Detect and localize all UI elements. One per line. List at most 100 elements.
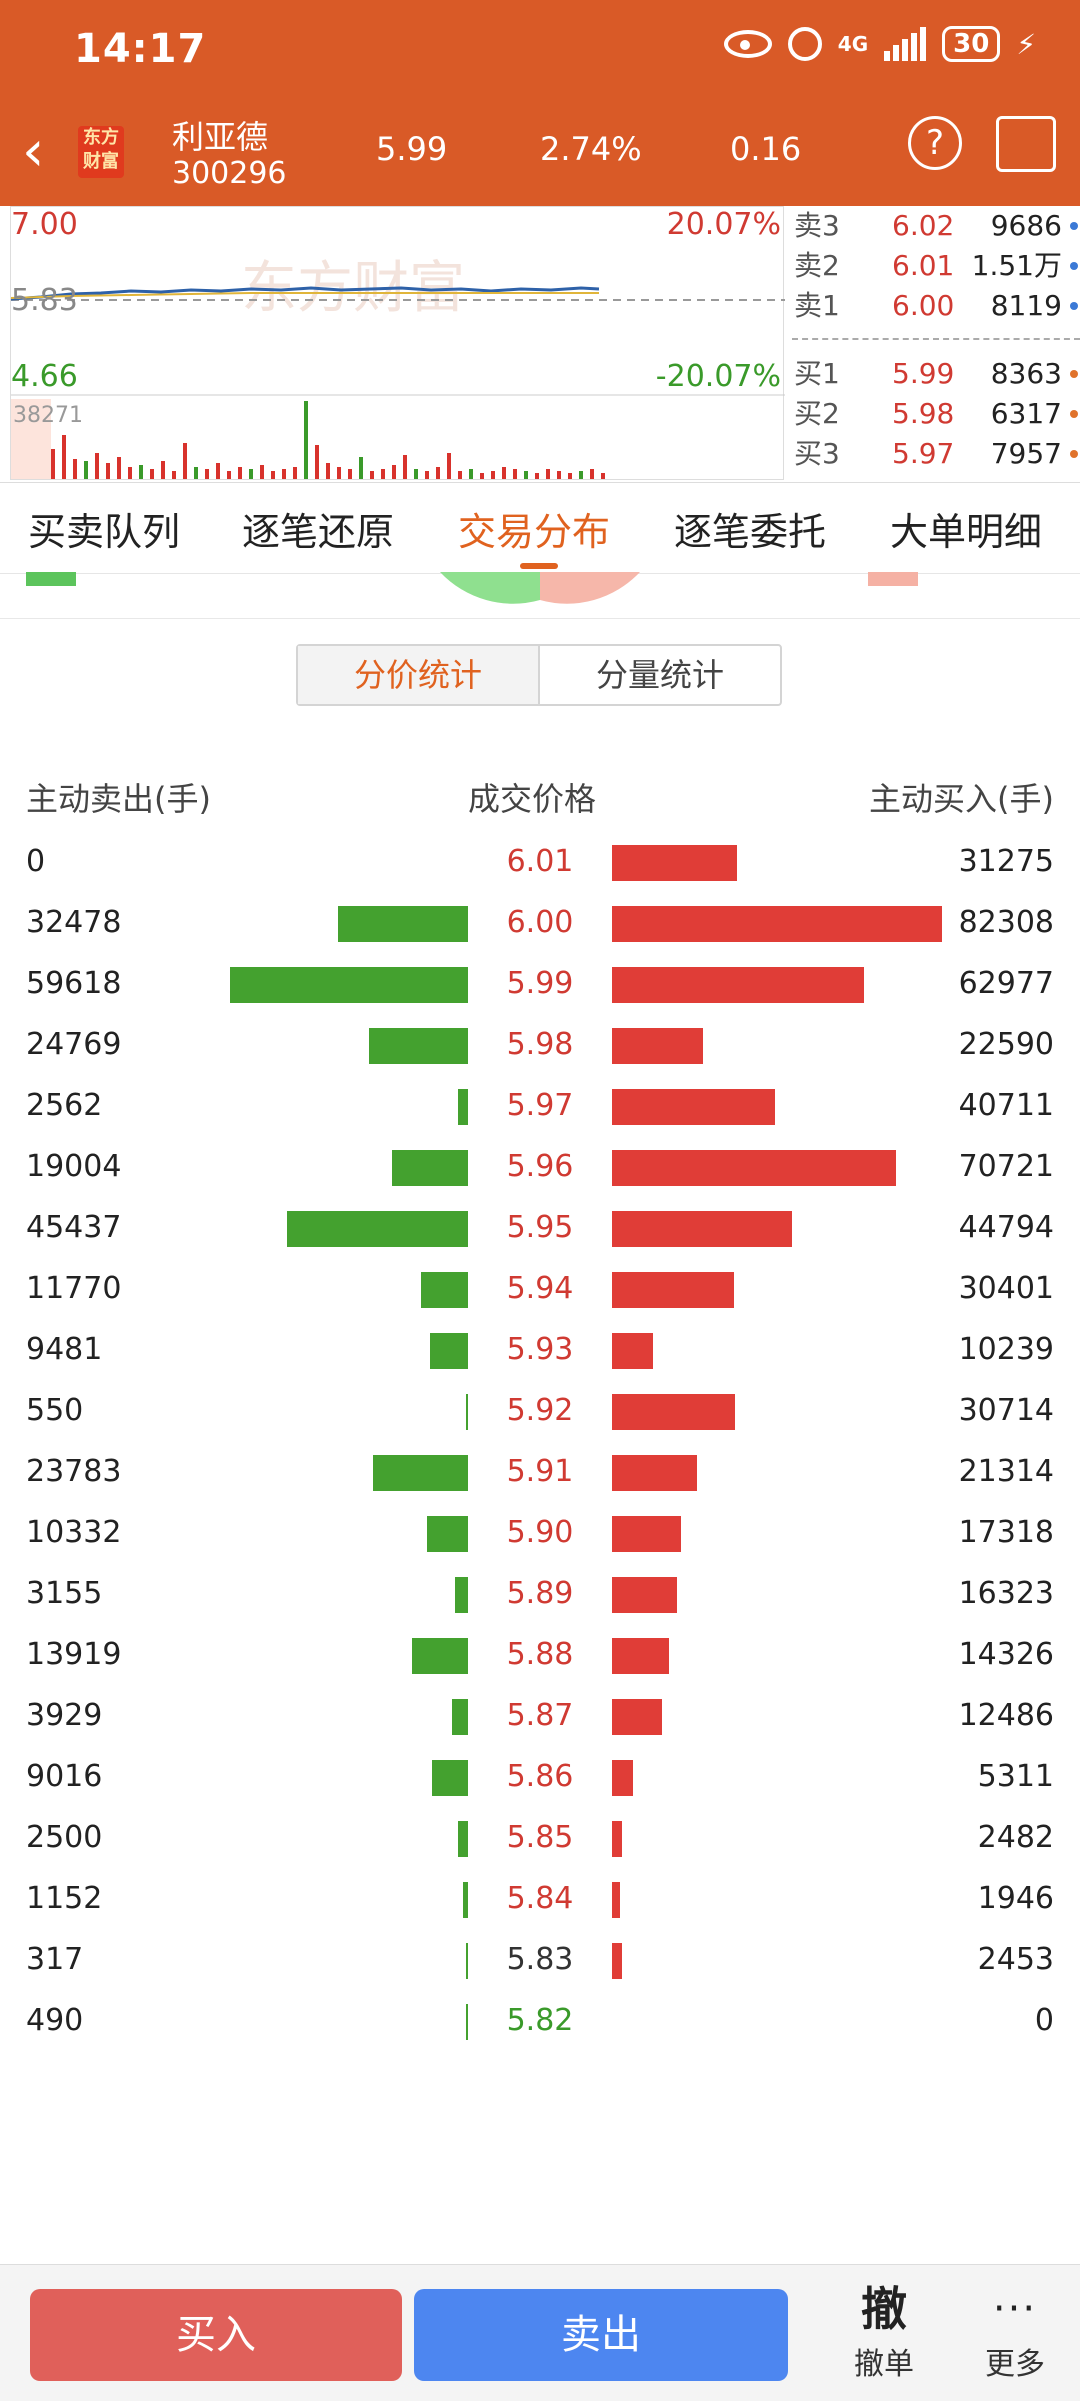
ask-label: 卖3	[794, 209, 840, 242]
stock-change: 0.16	[730, 130, 802, 168]
sell-bar	[458, 1821, 468, 1857]
bid-volume: 8363	[990, 357, 1062, 390]
volume-bar	[590, 469, 594, 479]
table-row: 9481 5.93 10239	[0, 1320, 1080, 1381]
sell-bar	[432, 1760, 468, 1796]
segment-by-price[interactable]: 分价统计	[298, 646, 540, 704]
chart-mid: 5.83	[11, 283, 78, 318]
table-row: 490 5.82 0	[0, 1991, 1080, 2052]
buy-bar	[612, 1394, 735, 1430]
cancel-order-button[interactable]: 撤 撤单	[838, 2279, 930, 2383]
sell-bar	[392, 1150, 468, 1186]
volume-bar	[601, 473, 605, 479]
orderbook-divider	[792, 338, 1080, 340]
table-row: 32478 6.00 82308	[0, 893, 1080, 954]
help-icon[interactable]: ?	[908, 116, 962, 170]
trade-price: 5.95	[506, 1210, 574, 1245]
buy-volume: 2453	[977, 1942, 1054, 1977]
status-icons: 4G 30 ⚡	[723, 26, 1036, 62]
volume-bar	[128, 467, 132, 479]
sell-volume: 0	[26, 844, 46, 879]
chart-high: 7.00	[11, 207, 78, 242]
more-icon: ···	[992, 2286, 1038, 2332]
ask-volume: 8119	[990, 289, 1062, 322]
buy-bar	[612, 1577, 677, 1613]
chart-high-pct: 20.07%	[666, 207, 781, 242]
sell-volume: 45437	[26, 1210, 122, 1245]
stock-price: 5.99	[376, 130, 448, 168]
sell-volume: 490	[26, 2003, 84, 2038]
buy-volume: 14326	[958, 1637, 1054, 1672]
sell-bar	[466, 2004, 468, 2040]
table-row: 0 6.01 31275	[0, 832, 1080, 893]
trade-price: 6.01	[506, 844, 574, 879]
battery-level: 30	[942, 26, 1001, 62]
tab-trade-distribution[interactable]: 交易分布	[458, 510, 611, 554]
volume-bar	[425, 471, 429, 479]
order-book[interactable]: 卖3 6.02 9686 卖2 6.01 1.51万 卖1 6.00 8119 …	[792, 206, 1080, 482]
tab-tick-restore[interactable]: 逐笔还原	[242, 510, 395, 554]
buy-volume: 30714	[958, 1393, 1054, 1428]
tab-order-by-order[interactable]: 逐笔委托	[674, 510, 827, 554]
table-row: 317 5.83 2453	[0, 1930, 1080, 1991]
trade-price: 5.91	[506, 1454, 574, 1489]
trade-price: 5.99	[506, 966, 574, 1001]
bid-label: 买2	[794, 397, 840, 430]
segment-by-volume[interactable]: 分量统计	[595, 656, 724, 694]
buy-volume: 5311	[977, 1759, 1054, 1794]
sell-bar	[458, 1089, 468, 1125]
trade-price: 5.83	[506, 1942, 574, 1977]
switch-view-icon[interactable]	[996, 116, 1056, 172]
buy-volume: 30401	[958, 1271, 1054, 1306]
trade-price: 5.94	[506, 1271, 574, 1306]
buy-volume: 22590	[958, 1027, 1054, 1062]
app-header: 14:17 4G 30 ⚡ ‹ 东方 财富 利亚德 300296 5.99 2.7…	[0, 0, 1080, 206]
ask-row: 卖2 6.01 1.51万	[792, 246, 1080, 286]
volume-bar	[73, 459, 77, 479]
buy-volume: 16323	[958, 1576, 1054, 1611]
sell-volume: 9016	[26, 1759, 103, 1794]
sell-button[interactable]: 卖出	[414, 2289, 788, 2381]
volume-bar	[557, 471, 561, 479]
buy-volume: 10239	[958, 1332, 1054, 1367]
buy-bar	[612, 1211, 792, 1247]
volume-bar	[524, 471, 528, 479]
ask-label: 卖1	[794, 289, 840, 322]
sell-volume: 3929	[26, 1698, 103, 1733]
sell-volume: 9481	[26, 1332, 103, 1367]
volume-bar	[436, 467, 440, 479]
buy-bar	[612, 1882, 620, 1918]
volume-bar	[480, 473, 484, 479]
table-row: 23783 5.91 21314	[0, 1442, 1080, 1503]
sell-volume: 24769	[26, 1027, 122, 1062]
back-button[interactable]: ‹	[22, 119, 45, 184]
buy-bar	[612, 1821, 622, 1857]
bid-row: 买1 5.99 8363	[792, 354, 1080, 394]
buy-volume: 21314	[958, 1454, 1054, 1489]
ask-dot-icon	[1070, 302, 1078, 310]
intraday-mini-chart[interactable]: 东方财富 7.00 20.07% 5.83 4.66 -20.07% 38271	[10, 206, 785, 480]
tab-order-queue[interactable]: 买卖队列	[28, 510, 181, 554]
sell-volume: 11770	[26, 1271, 122, 1306]
buy-volume: 17318	[958, 1515, 1054, 1550]
more-button[interactable]: ··· 更多	[970, 2279, 1060, 2383]
network-label: 4G	[837, 32, 869, 56]
ask-dot-icon	[1070, 222, 1078, 230]
sell-volume: 2500	[26, 1820, 103, 1855]
trade-price: 5.86	[506, 1759, 574, 1794]
bid-dot-icon	[1070, 410, 1078, 418]
buy-button[interactable]: 买入	[30, 2289, 402, 2381]
tab-large-orders[interactable]: 大单明细	[890, 510, 1043, 554]
volume-bar	[337, 467, 341, 479]
volume-bar	[359, 457, 363, 479]
buy-volume: 12486	[958, 1698, 1054, 1733]
table-row: 9016 5.86 5311	[0, 1747, 1080, 1808]
trade-price: 5.89	[506, 1576, 574, 1611]
buy-volume: 1946	[977, 1881, 1054, 1916]
volume-highlight	[11, 399, 51, 479]
sell-volume: 317	[26, 1942, 84, 1977]
stat-mode-toggle: 分价统计 分量统计	[296, 644, 782, 706]
volume-bar	[95, 453, 99, 479]
volume-bar	[51, 449, 55, 479]
volume-bar	[568, 473, 572, 479]
